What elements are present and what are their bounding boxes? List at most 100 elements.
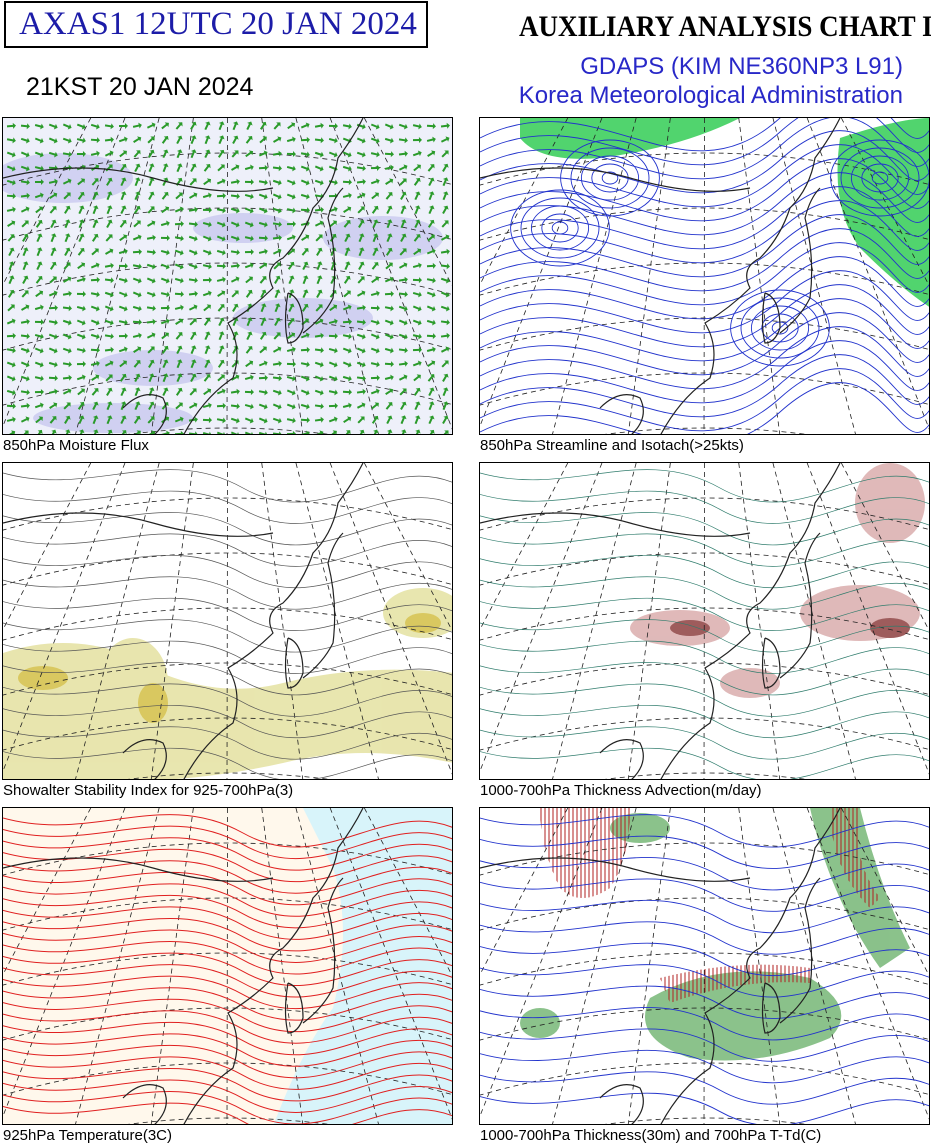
latitude-line	[480, 1007, 929, 1041]
wind-arrow	[342, 347, 352, 354]
wind-arrow	[300, 136, 310, 143]
longitude-line	[552, 808, 637, 1124]
wind-arrow	[132, 234, 142, 241]
wind-arrow	[106, 429, 113, 434]
wind-arrow	[342, 361, 352, 368]
wind-arrow	[188, 249, 198, 256]
wind-arrow	[218, 317, 225, 327]
streamline	[480, 158, 929, 222]
wind-arrow	[442, 205, 449, 214]
wind-arrow	[372, 233, 379, 243]
wind-arrow	[342, 402, 352, 409]
wind-arrow	[314, 151, 324, 158]
wind-arrow	[344, 233, 351, 243]
wind-arrow	[92, 191, 99, 201]
wind-arrow	[314, 375, 324, 382]
wind-arrow	[441, 234, 450, 241]
coastline	[480, 463, 841, 779]
vortex	[601, 171, 619, 185]
advection-shading-core	[670, 618, 910, 638]
wind-arrow	[203, 164, 211, 172]
wind-arrow	[272, 360, 282, 367]
wind-arrow	[370, 123, 380, 130]
contour	[3, 964, 452, 998]
wind-arrow	[286, 346, 296, 353]
wind-arrow	[134, 163, 141, 173]
wind-arrow	[370, 178, 380, 185]
wind-arrow	[258, 164, 268, 171]
wind-arrow	[35, 276, 43, 284]
wind-arrow	[48, 333, 58, 340]
wind-arrow	[272, 417, 282, 424]
wind-arrow	[92, 205, 99, 215]
wind-arrow	[120, 177, 127, 187]
contour	[480, 899, 929, 934]
graticule	[3, 118, 452, 434]
wind-arrow	[400, 401, 407, 410]
wind-arrow	[258, 207, 268, 214]
wind-arrow	[244, 207, 254, 214]
wind-arrow	[134, 177, 141, 187]
wind-arrow	[35, 206, 43, 214]
wind-arrow	[398, 305, 408, 312]
wind-arrow	[413, 374, 421, 382]
wind-arrow	[50, 247, 57, 257]
contour	[480, 512, 929, 546]
wind-arrow	[176, 149, 183, 159]
wind-arrow	[64, 429, 71, 434]
contour	[3, 860, 452, 894]
vortex	[560, 139, 660, 217]
wind-arrow	[287, 332, 296, 340]
wind-arrow	[300, 375, 310, 382]
streamline	[480, 284, 929, 348]
wind-arrow	[48, 388, 58, 395]
wind-arrow	[342, 165, 352, 172]
latitude-line	[605, 1117, 806, 1124]
wind-arrow	[174, 416, 184, 423]
wind-arrow	[216, 192, 226, 199]
wind-arrow	[385, 247, 393, 256]
wind-arrow	[203, 317, 211, 326]
wind-arrow	[259, 331, 267, 340]
wind-arrow	[160, 318, 170, 325]
wind-arrow	[76, 123, 86, 130]
wind-arrow	[162, 373, 169, 383]
wind-arrow	[441, 430, 449, 434]
wind-arrow	[386, 429, 393, 434]
wind-arrow	[78, 429, 85, 434]
wind-arrow	[78, 205, 85, 215]
streamline	[480, 214, 929, 278]
wind-arrow	[76, 291, 86, 298]
wind-arrow	[202, 221, 212, 228]
map	[480, 808, 929, 1124]
contours	[3, 469, 452, 779]
wind-arrow	[48, 137, 58, 144]
wind-arrow	[106, 401, 113, 411]
wind-arrow	[342, 318, 352, 325]
wind-arrow	[428, 205, 435, 215]
map-panel	[2, 117, 453, 435]
wind-arrow	[62, 178, 72, 185]
wind-arrow	[34, 123, 44, 130]
wind-arrow	[146, 332, 156, 339]
wind-arrow	[442, 415, 449, 424]
wind-arrow	[358, 429, 365, 434]
wind-arrow	[146, 249, 156, 256]
wind-arrow	[34, 304, 44, 311]
wind-arrow	[105, 234, 113, 242]
wind-arrow	[161, 135, 169, 144]
panel-caption: 1000-700hPa Thickness(30m) and 700hPa T-…	[480, 1127, 822, 1144]
wind-arrow	[370, 137, 380, 144]
wind-arrow	[259, 121, 267, 130]
contour	[3, 1044, 452, 1079]
wind-arrow	[160, 263, 170, 270]
wind-arrow	[426, 136, 436, 143]
wind-arrow	[120, 387, 127, 397]
contour	[3, 825, 452, 860]
wind-arrow	[218, 331, 225, 341]
wind-arrow	[148, 401, 155, 410]
wind-arrow	[258, 417, 268, 424]
wind-arrow	[133, 220, 141, 228]
wind-arrow	[384, 164, 394, 171]
